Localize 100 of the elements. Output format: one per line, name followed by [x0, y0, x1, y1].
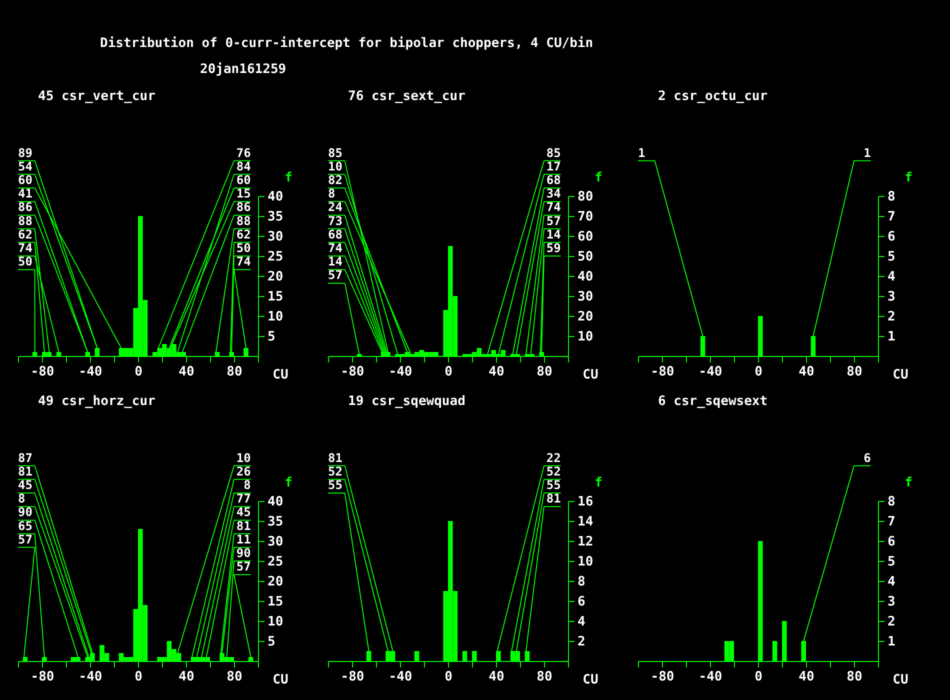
annotation: 89	[18, 146, 32, 160]
annotation: 55	[328, 478, 342, 492]
annotation: 87	[18, 450, 32, 465]
annotation: 45	[18, 478, 32, 492]
y-tick-label: 2	[578, 634, 586, 650]
x-tick-label: 80	[846, 364, 862, 380]
annotation: 8	[18, 492, 26, 506]
y-tick-label: 5	[888, 250, 896, 264]
annotation: 57	[236, 560, 251, 574]
y-tick-label: 15	[268, 290, 284, 304]
y-tick-label: 80	[578, 190, 594, 204]
chart-title: 45 csr_vert_cur	[38, 88, 156, 104]
x-tick-label: 80	[846, 670, 862, 684]
y-tick-label: 20	[578, 310, 594, 324]
x-axis-title: CU	[582, 672, 598, 688]
annotation: 50	[236, 241, 251, 255]
annotation: 41	[18, 186, 32, 201]
y-tick-label: 7	[888, 210, 896, 224]
y-axis-title: f	[284, 476, 292, 490]
y-tick-label: 12	[578, 534, 594, 550]
annotation: 68	[546, 173, 561, 187]
chart-title: 49 csr_horz_cur	[38, 394, 156, 409]
y-tick-label: 1	[888, 634, 896, 650]
x-tick-label: -40	[698, 364, 722, 380]
annotation: 60	[18, 173, 32, 187]
annotation: 22	[546, 450, 561, 465]
x-tick-label: 0	[134, 670, 143, 684]
annotation: 24	[328, 200, 342, 214]
y-tick-label: 5	[268, 330, 276, 344]
y-tick-label: 16	[578, 494, 594, 510]
y-tick-label: 14	[578, 514, 594, 530]
annotation: 81	[546, 492, 561, 506]
x-tick-label: 0	[754, 364, 763, 380]
y-tick-label: 5	[888, 554, 896, 570]
x-tick-label: 80	[226, 364, 242, 380]
x-axis-title: CU	[582, 368, 598, 382]
annotation: 77	[236, 492, 251, 506]
y-tick-label: 35	[268, 514, 284, 530]
y-tick-label: 25	[268, 250, 284, 264]
x-tick-label: 0	[134, 364, 143, 380]
chart-title: 6 csr_sqewsext	[658, 394, 768, 409]
annotation: 57	[546, 214, 561, 228]
x-tick-label: 80	[536, 670, 552, 684]
y-tick-label: 30	[578, 290, 594, 304]
annotation: 15	[236, 186, 251, 201]
y-tick-label: 7	[888, 514, 896, 530]
y-tick-label: 3	[888, 290, 896, 304]
annotation: 1	[864, 146, 871, 160]
y-tick-label: 20	[268, 270, 284, 284]
annotation: 14	[546, 227, 561, 242]
y-tick-label: 20	[268, 574, 284, 590]
chart-title: 2 csr_octu_cur	[658, 88, 768, 104]
annotation: 74	[328, 241, 342, 255]
y-tick-label: 70	[578, 210, 594, 224]
y-tick-label: 40	[268, 190, 284, 204]
x-tick-label: 0	[754, 670, 763, 684]
y-axis-title: f	[594, 476, 602, 490]
x-tick-label: 40	[488, 364, 504, 380]
y-tick-label: 1	[888, 330, 896, 344]
y-tick-label: 10	[268, 614, 284, 630]
y-tick-label: 30	[268, 230, 284, 244]
annotation: 73	[328, 214, 342, 228]
annotation: 68	[328, 227, 342, 242]
y-axis-title: f	[904, 170, 912, 186]
annotation: 90	[236, 546, 251, 560]
y-tick-label: 50	[578, 250, 594, 264]
annotation: 8	[328, 186, 336, 201]
y-tick-label: 6	[888, 534, 896, 550]
y-tick-label: 10	[578, 330, 594, 344]
annotation: 6	[864, 450, 871, 465]
annotation: 74	[236, 254, 251, 269]
x-tick-label: 0	[444, 670, 453, 684]
y-tick-label: 6	[888, 230, 896, 244]
x-tick-label: 40	[488, 670, 504, 684]
annotation: 88	[18, 214, 32, 228]
y-axis-title: f	[904, 476, 912, 490]
annotation: 10	[328, 159, 342, 174]
y-tick-label: 4	[578, 614, 586, 630]
annotation: 8	[244, 478, 251, 492]
x-axis-title: CU	[892, 368, 908, 382]
annotation: 26	[236, 464, 251, 478]
annotation: 52	[328, 464, 342, 478]
annotation: 65	[18, 518, 32, 533]
annotation: 81	[18, 464, 32, 478]
x-tick-label: -80	[30, 670, 54, 684]
x-tick-label: -40	[388, 364, 412, 380]
annotation: 50	[18, 254, 32, 269]
annotation: 11	[236, 532, 251, 546]
annotation: 81	[236, 518, 251, 533]
x-tick-label: -40	[698, 670, 722, 684]
annotation: 60	[236, 173, 251, 187]
annotation: 52	[546, 464, 561, 478]
y-tick-label: 10	[578, 554, 594, 570]
annotation: 57	[18, 532, 32, 546]
y-tick-label: 2	[888, 310, 896, 324]
x-tick-label: 0	[444, 364, 453, 380]
annotation: 57	[328, 268, 342, 282]
y-tick-label: 30	[268, 534, 284, 550]
x-tick-label: -40	[388, 670, 412, 684]
annotation: 45	[236, 505, 251, 520]
